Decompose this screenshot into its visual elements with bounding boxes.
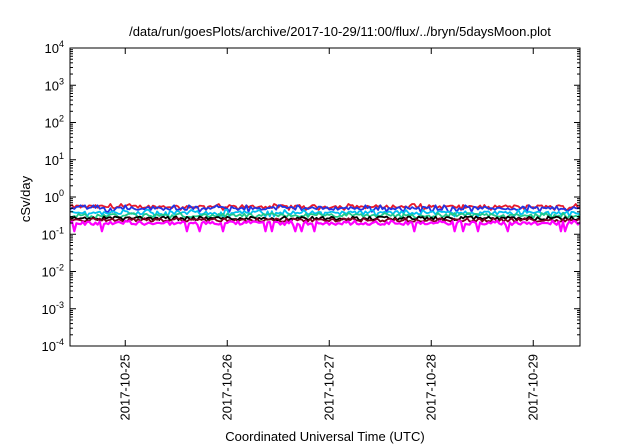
series-line-7 [69,219,581,233]
y-tick-label: 100 [45,188,64,205]
y-tick-label: 10-2 [42,263,64,280]
x-tick-label: 2017-10-28 [423,354,438,421]
x-axis: 2017-10-25 2017-10-26 2017-10-27 2017-10-28… [117,48,540,421]
y-tick-label: 10-4 [42,337,64,354]
y-tick-label: 103 [45,76,64,93]
y-tick-label: 10-3 [42,300,64,317]
series-layer [69,203,581,233]
series-line-4 [70,212,581,220]
x-tick-label: 2017-10-26 [219,354,234,421]
x-tick-label: 2017-10-27 [321,354,336,421]
y-tick-label: 104 [45,39,64,56]
chart-title: /data/run/goesPlots/archive/2017-10-29/1… [129,24,551,39]
x-tick-label: 2017-10-25 [117,354,132,421]
plot-frame [69,47,581,347]
y-tick-label: 10-1 [42,225,64,242]
series-line-2 [69,204,581,213]
y-axis-label: cSv/day [18,175,33,222]
y-tick-label: 101 [45,151,64,168]
x-axis-label: Coordinated Universal Time (UTC) [225,429,424,444]
series-line-6 [69,217,581,223]
y-axis: 104 103 102 101 100 10-1 10-2 10-3 10-4 [42,39,580,354]
y-tick-label: 102 [45,114,64,131]
series-line-1 [69,203,581,211]
series-line-3 [69,208,581,218]
x-tick-label: 2017-10-29 [525,354,540,421]
